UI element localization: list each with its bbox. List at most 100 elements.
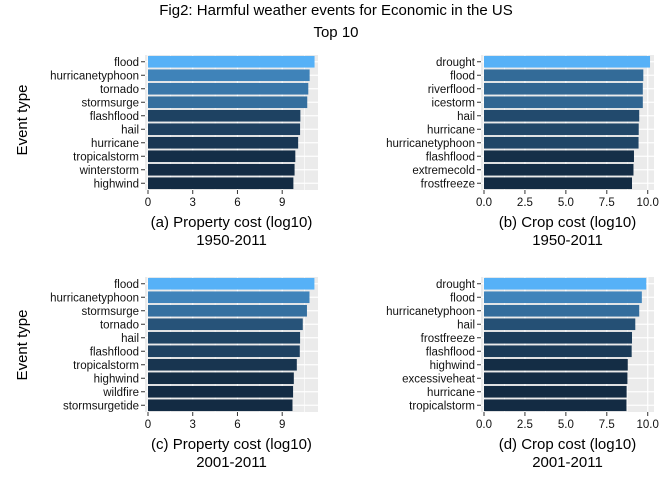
y-tick-label: wildfire bbox=[102, 387, 139, 399]
y-tick-label: tropicalstorm bbox=[73, 360, 139, 372]
bar-hurricane bbox=[148, 136, 299, 149]
bar-tornado bbox=[148, 318, 303, 331]
y-tick-label: tornado bbox=[100, 319, 139, 331]
y-tick-label: icestorm bbox=[432, 97, 475, 109]
y-tick-label: flood bbox=[450, 70, 475, 82]
x-axis-period: 1950-2011 bbox=[532, 232, 603, 249]
x-tick-label: 0 bbox=[145, 197, 151, 209]
bar-flood bbox=[148, 277, 315, 290]
y-tick-label: extremecold bbox=[412, 165, 475, 177]
y-tick-label: flood bbox=[450, 292, 475, 304]
y-tick-label: stormsurgetide bbox=[63, 400, 139, 412]
x-tick-label: 3 bbox=[190, 197, 196, 209]
y-tick-label: drought bbox=[436, 57, 476, 69]
x-tick-label: 5.0 bbox=[558, 197, 574, 209]
bar-hurricanetyphoon bbox=[484, 304, 640, 317]
x-axis-title: (d) Crop cost (log10) bbox=[499, 436, 637, 453]
y-axis-title: Event type bbox=[14, 310, 31, 381]
bar-highwind bbox=[148, 372, 294, 385]
y-tick-label: flood bbox=[114, 279, 139, 291]
bar-highwind bbox=[484, 358, 628, 371]
x-tick-label: 7.5 bbox=[599, 197, 615, 209]
bar-stormsurge bbox=[148, 304, 307, 317]
y-tick-label: hail bbox=[457, 319, 475, 331]
bar-tropicalstorm bbox=[484, 399, 627, 412]
y-tick-label: tropicalstorm bbox=[73, 151, 139, 163]
bar-flood bbox=[484, 69, 644, 82]
y-tick-label: flashflood bbox=[426, 346, 475, 358]
y-tick-label: tornado bbox=[100, 84, 139, 96]
y-tick-label: hail bbox=[121, 124, 139, 136]
bar-hail bbox=[484, 109, 640, 122]
y-tick-label: excessiveheat bbox=[402, 373, 476, 385]
y-tick-label: highwind bbox=[430, 360, 475, 372]
y-tick-label: hurricanetyphoon bbox=[386, 306, 475, 318]
bar-drought bbox=[484, 55, 651, 68]
y-tick-label: riverflood bbox=[428, 84, 475, 96]
bar-drought bbox=[484, 277, 647, 290]
bar-hurricane bbox=[484, 385, 627, 398]
x-tick-label: 0.0 bbox=[476, 197, 492, 209]
bar-flashflood bbox=[484, 345, 632, 358]
y-tick-label: flashflood bbox=[90, 111, 139, 123]
bar-highwind bbox=[148, 177, 294, 190]
bar-hurricanetyphoon bbox=[148, 69, 310, 82]
bar-wildfire bbox=[148, 385, 294, 398]
x-axis-title: (a) Property cost (log10) bbox=[151, 214, 313, 231]
x-tick-label: 6 bbox=[234, 197, 240, 209]
x-tick-label: 10.0 bbox=[637, 419, 659, 431]
bar-icestorm bbox=[484, 96, 643, 109]
bar-hurricanetyphoon bbox=[484, 136, 639, 149]
x-tick-label: 3 bbox=[190, 419, 196, 431]
y-tick-label: drought bbox=[436, 279, 476, 291]
bar-hurricanetyphoon bbox=[148, 291, 310, 304]
x-axis-title: (b) Crop cost (log10) bbox=[499, 214, 637, 231]
x-tick-label: 0.0 bbox=[476, 419, 492, 431]
x-tick-label: 6 bbox=[234, 419, 240, 431]
x-tick-label: 7.5 bbox=[599, 419, 615, 431]
y-tick-label: hurricane bbox=[427, 124, 475, 136]
bar-hail bbox=[148, 331, 301, 344]
figure-title: Fig2: Harmful weather events for Economi… bbox=[159, 2, 512, 19]
bar-riverflood bbox=[484, 82, 643, 95]
bar-excessiveheat bbox=[484, 372, 628, 385]
y-tick-label: flashflood bbox=[426, 151, 475, 163]
x-tick-label: 9 bbox=[279, 419, 285, 431]
figure-subtitle: Top 10 bbox=[313, 24, 358, 41]
y-tick-label: winterstorm bbox=[79, 165, 139, 177]
bar-flood bbox=[148, 55, 315, 68]
y-tick-label: hail bbox=[457, 111, 475, 123]
y-tick-label: hurricanetyphoon bbox=[50, 292, 139, 304]
y-tick-label: frostfreeze bbox=[421, 178, 475, 190]
x-tick-label: 9 bbox=[279, 197, 285, 209]
y-tick-label: flashflood bbox=[90, 346, 139, 358]
bar-tropicalstorm bbox=[148, 150, 296, 163]
y-tick-label: hurricanetyphoon bbox=[386, 138, 475, 150]
chart-panels: floodhurricanetyphoontornadostormsurgefl… bbox=[14, 55, 659, 471]
chart-panel-2: droughtfloodriverfloodicestormhailhurric… bbox=[386, 55, 659, 249]
y-tick-label: flood bbox=[114, 57, 139, 69]
y-tick-label: tropicalstorm bbox=[409, 400, 475, 412]
bar-frostfreeze bbox=[484, 331, 633, 344]
y-tick-label: hurricane bbox=[427, 387, 475, 399]
x-tick-label: 5.0 bbox=[558, 419, 574, 431]
y-tick-label: stormsurge bbox=[81, 306, 139, 318]
x-axis-title: (c) Property cost (log10) bbox=[151, 436, 312, 453]
bar-stormsurge bbox=[148, 96, 308, 109]
x-tick-label: 2.5 bbox=[517, 419, 533, 431]
bar-extremecold bbox=[484, 163, 634, 176]
x-axis-period: 2001-2011 bbox=[196, 454, 267, 471]
y-tick-label: frostfreeze bbox=[421, 333, 475, 345]
bar-hurricane bbox=[484, 123, 639, 136]
bar-hail bbox=[148, 123, 301, 136]
bar-flashflood bbox=[148, 345, 300, 358]
y-tick-label: hurricane bbox=[91, 138, 139, 150]
y-tick-label: highwind bbox=[94, 373, 139, 385]
bar-flood bbox=[484, 291, 642, 304]
y-tick-label: hurricanetyphoon bbox=[50, 70, 139, 82]
y-tick-label: stormsurge bbox=[81, 97, 139, 109]
